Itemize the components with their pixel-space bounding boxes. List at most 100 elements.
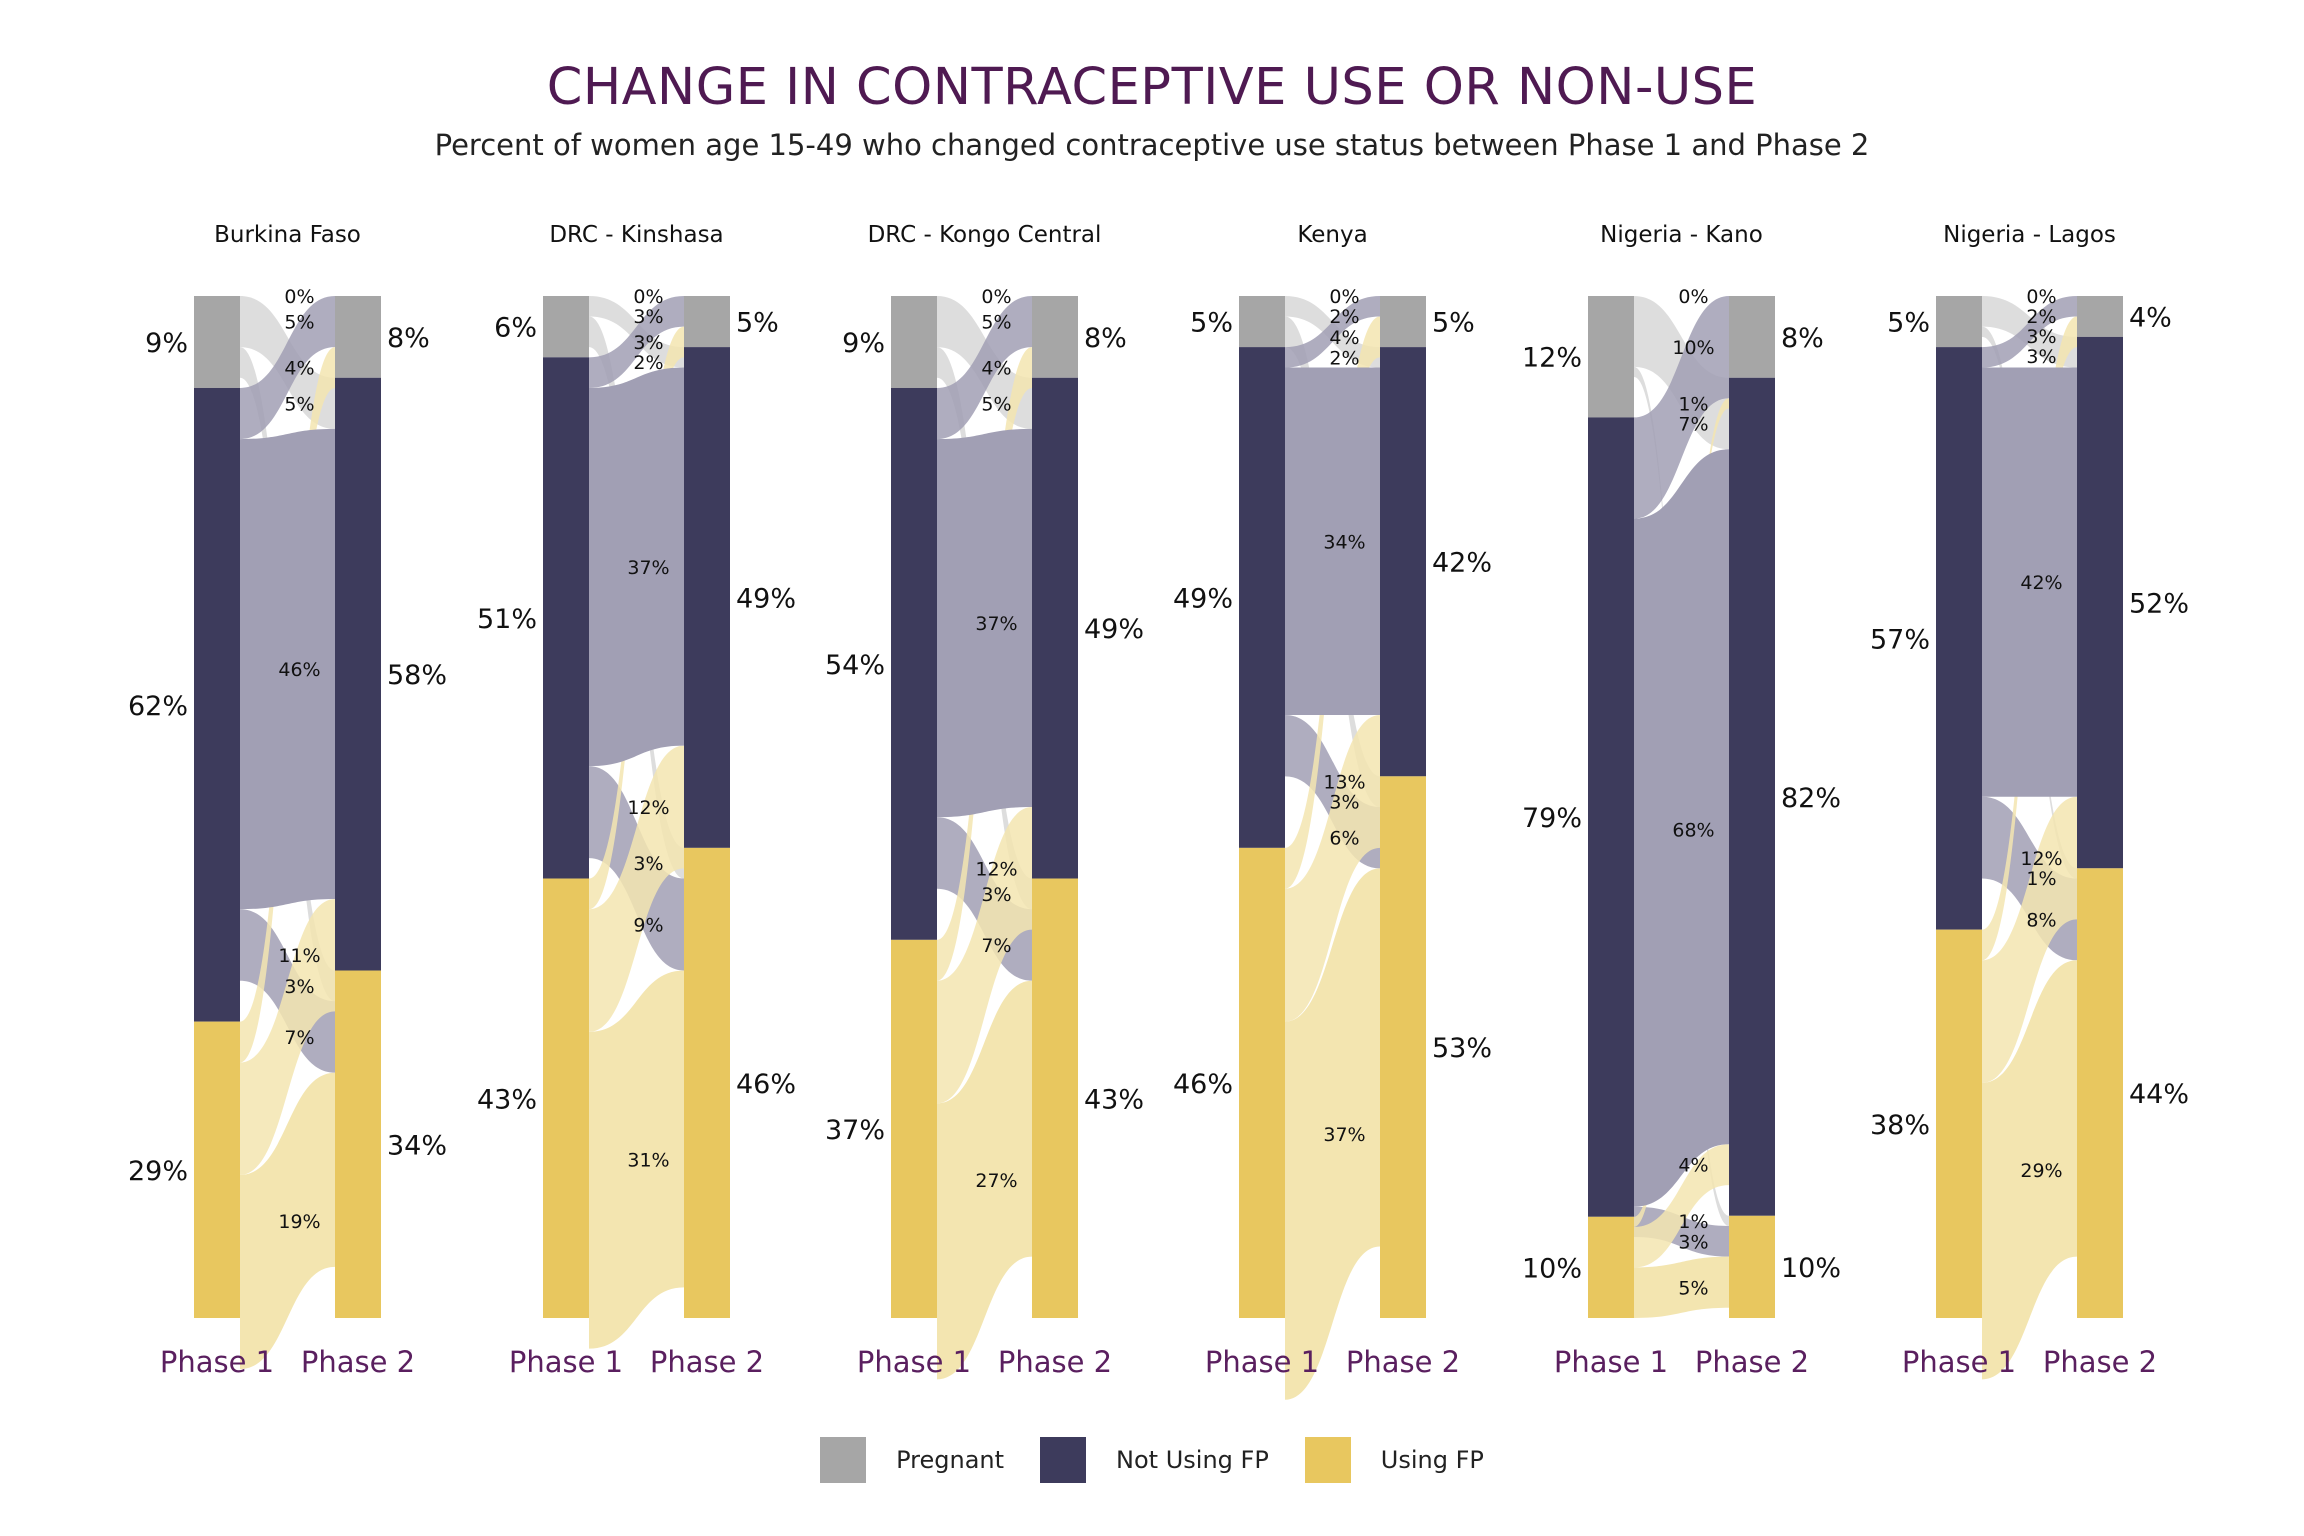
- flow-label-using-to-notusing: 12%: [627, 797, 669, 819]
- axis-label-phase1: Phase 1: [1554, 1345, 1668, 1379]
- phase2-bar-notusing: [335, 377, 381, 971]
- phase2-bar-notusing: [684, 347, 730, 848]
- flow-label-notusing-to-using: 3%: [1678, 1231, 1708, 1253]
- phase2-bar-notusing: [1380, 347, 1426, 777]
- phase2-bar-using: [1032, 878, 1078, 1318]
- flow-using-to-notusing: [240, 898, 335, 1175]
- flow-label-pregnant-to-notusing: 3%: [2026, 346, 2056, 368]
- flow-label-pregnant-to-pregnant: 0%: [981, 286, 1011, 308]
- flow-notusing-to-notusing: [1285, 367, 1380, 716]
- axis-label-phase2: Phase 2: [1346, 1345, 1460, 1379]
- flow-using-to-notusing: [589, 745, 684, 1032]
- panel-nigeria-kano: 0%10%1%7%68%4%1%3%5%12%8%79%82%10% 10%Nig…: [1522, 222, 1841, 1379]
- flow-notusing-to-pregnant: [589, 296, 684, 388]
- panel-title: Burkina Faso: [214, 222, 361, 248]
- phase2-bar-pregnant: [1032, 296, 1078, 378]
- phase2-bar-notusing: [1032, 377, 1078, 879]
- phase1-label-using: 29%: [128, 1156, 188, 1187]
- phase2-label-pregnant: 8%: [387, 323, 430, 354]
- phase1-bar-pregnant: [1936, 296, 1982, 348]
- flow-label-notusing-to-notusing: 42%: [2020, 572, 2062, 594]
- flow-label-using-to-using: 31%: [627, 1150, 669, 1172]
- phase2-label-pregnant: 8%: [1781, 323, 1824, 354]
- flow-label-notusing-to-pregnant: 10%: [1672, 337, 1714, 359]
- axis-label-phase2: Phase 2: [301, 1345, 415, 1379]
- flow-label-notusing-to-notusing: 37%: [975, 613, 1017, 635]
- phase1-label-pregnant: 6%: [494, 313, 537, 344]
- phase2-label-using: 43%: [1084, 1084, 1144, 1115]
- phase1-label-notusing: 54%: [825, 650, 885, 681]
- phase1-label-pregnant: 9%: [145, 328, 188, 359]
- legend-label-using: Using FP: [1380, 1446, 1484, 1474]
- axis-label-phase1: Phase 1: [509, 1345, 623, 1379]
- phase1-bar-pregnant: [194, 296, 240, 388]
- flow-label-pregnant-to-using: 1%: [2026, 868, 2056, 890]
- phase1-bar-notusing: [1239, 347, 1285, 848]
- panel-drc-kongo-central: 0% 5% 4% 5% 37% 12% 3% 7% 27% 9% 8% 54% 49% 37% 43% DRC…: [825, 222, 1144, 1380]
- phase1-bar-using: [194, 1021, 240, 1318]
- phase1-bar-using: [1936, 929, 1982, 1318]
- flow-label-notusing-to-pregnant: 3%: [633, 306, 663, 328]
- flow-label-pregnant-to-using: 3%: [633, 853, 663, 875]
- flow-label-using-to-notusing: 12%: [2020, 848, 2062, 870]
- panel-title: Nigeria - Kano: [1600, 222, 1763, 248]
- phase1-bar-pregnant: [891, 296, 937, 388]
- flow-label-using-to-pregnant: 4%: [284, 358, 314, 380]
- flow-label-using-to-notusing: 13%: [1323, 771, 1365, 793]
- axis-label-phase1: Phase 1: [857, 1345, 971, 1379]
- axis-label-phase2: Phase 2: [998, 1345, 1112, 1379]
- legend-swatch-pregnant: [820, 1437, 867, 1483]
- flow-label-pregnant-to-using: 3%: [284, 976, 314, 998]
- flow-using-to-using: [589, 970, 684, 1349]
- flow-label-notusing-to-notusing: 34%: [1323, 531, 1365, 553]
- phase2-bar-pregnant: [2077, 296, 2123, 337]
- flow-label-notusing-to-using: 8%: [2026, 909, 2056, 931]
- phase2-label-using: 46%: [736, 1069, 796, 1100]
- panel-kenya: 0%2%4%2%34%13%3%6%37%5% 5%49%42%46%53%Ken…: [1173, 222, 1492, 1400]
- flow-notusing-to-pregnant: [937, 296, 1032, 440]
- flow-label-using-to-notusing: 4%: [1678, 1155, 1708, 1177]
- phase1-label-using: 46%: [1173, 1069, 1233, 1100]
- flow-label-notusing-to-using: 7%: [284, 1027, 314, 1049]
- flow-label-using-to-using: 37%: [1323, 1124, 1365, 1146]
- phase2-bar-pregnant: [1729, 296, 1775, 378]
- phase1-label-pregnant: 5%: [1190, 308, 1233, 339]
- panel-title: DRC - Kongo Central: [868, 222, 1102, 248]
- phase1-label-using: 38%: [1870, 1110, 1930, 1141]
- phase1-label-pregnant: 12%: [1522, 343, 1582, 374]
- phase1-label-using: 10%: [1522, 1253, 1582, 1284]
- axis-label-phase1: Phase 1: [1902, 1345, 2016, 1379]
- panel-title: DRC - Kinshasa: [549, 222, 723, 248]
- flow-label-using-to-pregnant: 1%: [1678, 393, 1708, 415]
- flow-label-pregnant-to-notusing: 7%: [1678, 413, 1708, 435]
- phase1-label-notusing: 51%: [477, 604, 537, 635]
- flow-label-using-to-using: 5%: [1678, 1277, 1708, 1299]
- flow-using-to-notusing: [1982, 796, 2077, 1083]
- phase2-label-notusing: 58%: [387, 660, 447, 691]
- legend-item-pregnant: Pregnant: [820, 1437, 1004, 1483]
- axis-label-phase1: Phase 1: [1205, 1345, 1319, 1379]
- phase2-bar-using: [1380, 776, 1426, 1318]
- legend-label-pregnant: Pregnant: [896, 1446, 1005, 1474]
- flow-label-pregnant-to-pregnant: 0%: [633, 286, 663, 308]
- flow-using-to-using: [937, 980, 1032, 1380]
- flow-label-notusing-to-notusing: 46%: [278, 659, 320, 681]
- phase1-bar-notusing: [1936, 347, 1982, 930]
- flow-label-using-to-using: 27%: [975, 1170, 1017, 1192]
- flow-label-pregnant-to-using: 3%: [1329, 791, 1359, 813]
- phase1-label-notusing: 49%: [1173, 583, 1233, 614]
- phase1-bar-notusing: [543, 357, 589, 879]
- legend-label-not-using: Not Using FP: [1116, 1446, 1269, 1474]
- phase1-label-notusing: 79%: [1522, 803, 1582, 834]
- phase1-bar-using: [1588, 1216, 1634, 1318]
- flow-notusing-to-notusing: [1634, 449, 1729, 1207]
- legend-item-using: Using FP: [1304, 1437, 1484, 1483]
- panel-nigeria-lagos: 0%2%3%3%42%12%1%8%29%5% 4%57%52%38%44%Nig…: [1870, 222, 2189, 1380]
- flow-label-notusing-to-notusing: 37%: [627, 557, 669, 579]
- phase2-bar-using: [335, 970, 381, 1318]
- flow-label-pregnant-to-notusing: 5%: [981, 393, 1011, 415]
- flow-label-pregnant-to-notusing: 2%: [1329, 347, 1359, 369]
- flow-using-to-using: [1982, 960, 2077, 1380]
- flow-label-notusing-to-notusing: 68%: [1672, 820, 1714, 842]
- phase2-bar-using: [1729, 1215, 1775, 1318]
